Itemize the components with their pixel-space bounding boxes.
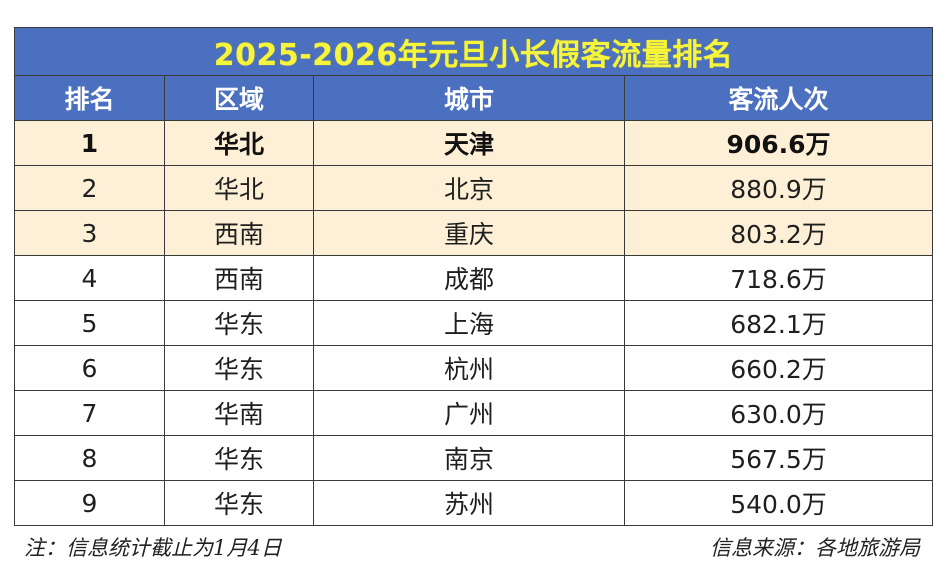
city-cell: 天津 [313,120,625,166]
city-cell: 北京 [313,165,625,211]
visitors-cell: 803.2万 [623,210,934,256]
rank-cell: 1 [14,120,165,166]
region-cell: 华北 [164,165,314,211]
ranking-table-container: 2025-2026年元旦小长假客流量排名 排名 区域 城市 客流人次 1 华北 … [13,27,934,526]
city-cell: 苏州 [313,480,625,526]
region-cell: 华东 [164,480,314,526]
region-cell: 华北 [164,120,314,166]
city-cell: 重庆 [313,210,625,256]
table-row: 2 华北 北京 880.9万 [14,165,934,211]
table-row: 8 华东 南京 567.5万 [14,435,934,481]
city-cell: 杭州 [313,345,625,391]
region-cell: 华东 [164,435,314,481]
rank-cell: 9 [14,480,165,526]
rank-cell: 8 [14,435,165,481]
column-header-visitors: 客流人次 [623,75,934,121]
rank-cell: 5 [14,300,165,346]
region-cell: 西南 [164,255,314,301]
footnote: 注：信息统计截止为1月4日 [24,536,282,560]
visitors-cell: 906.6万 [623,120,934,166]
region-cell: 华东 [164,345,314,391]
visitors-cell: 540.0万 [623,480,934,526]
city-cell: 广州 [313,390,625,436]
visitors-cell: 682.1万 [623,300,934,346]
source-note: 信息来源：各地旅游局 [710,536,920,560]
visitors-cell: 660.2万 [623,345,934,391]
table-row: 4 西南 成都 718.6万 [14,255,934,301]
city-cell: 南京 [313,435,625,481]
region-cell: 华东 [164,300,314,346]
region-cell: 华南 [164,390,314,436]
city-cell: 上海 [313,300,625,346]
table-title-row: 2025-2026年元旦小长假客流量排名 [13,27,934,76]
table-row: 9 华东 苏州 540.0万 [14,480,934,526]
column-header-city: 城市 [313,75,625,121]
rank-cell: 6 [14,345,165,391]
table-row: 5 华东 上海 682.1万 [14,300,934,346]
column-header-rank: 排名 [14,75,165,121]
rank-cell: 7 [14,390,165,436]
ranking-table: 2025-2026年元旦小长假客流量排名 排名 区域 城市 客流人次 1 华北 … [13,27,934,526]
city-cell: 成都 [313,255,625,301]
visitors-cell: 880.9万 [623,165,934,211]
column-header-region: 区域 [164,75,314,121]
table-row: 7 华南 广州 630.0万 [14,390,934,436]
rank-cell: 2 [14,165,165,211]
table-row: 6 华东 杭州 660.2万 [14,345,934,391]
visitors-cell: 630.0万 [623,390,934,436]
table-row: 3 西南 重庆 803.2万 [14,210,934,256]
table-row: 1 华北 天津 906.6万 [14,120,934,166]
visitors-cell: 718.6万 [623,255,934,301]
table-title: 2025-2026年元旦小长假客流量排名 [13,27,934,76]
table-footer: 注：信息统计截止为1月4日 信息来源：各地旅游局 [24,532,920,568]
rank-cell: 3 [14,210,165,256]
visitors-cell: 567.5万 [623,435,934,481]
table-header-row: 排名 区域 城市 客流人次 [14,75,934,121]
rank-cell: 4 [14,255,165,301]
region-cell: 西南 [164,210,314,256]
